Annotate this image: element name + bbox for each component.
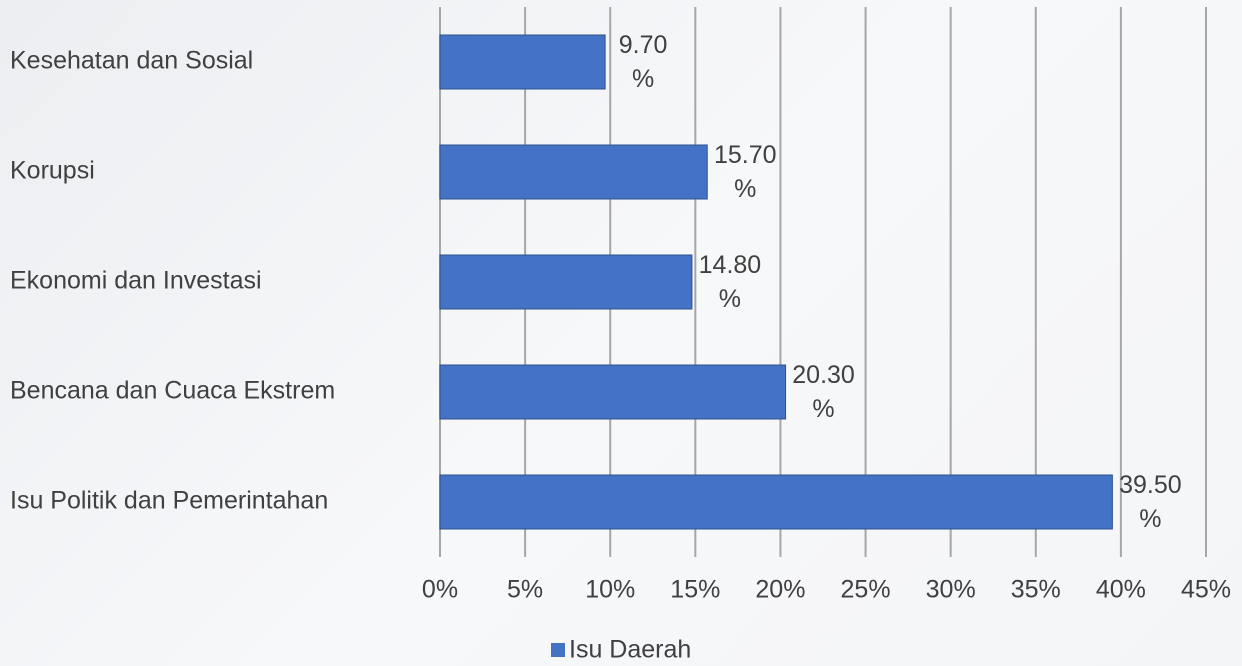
data-label-unit: % <box>632 65 654 93</box>
data-label: 9.70% <box>619 31 668 93</box>
y-tick-label: Ekonomi dan Investasi <box>10 267 262 295</box>
data-label-number: 15.70 <box>714 141 777 169</box>
data-label-number: 20.30 <box>792 361 855 389</box>
y-tick-label: Korupsi <box>10 157 95 185</box>
x-tick-label: 0% <box>422 576 458 604</box>
x-tick-label: 35% <box>1011 576 1061 604</box>
data-label: 20.30% <box>792 361 855 423</box>
data-label: 39.50% <box>1119 471 1182 533</box>
x-tick-label: 25% <box>841 576 891 604</box>
data-label: 14.80% <box>699 251 762 313</box>
data-label-unit: % <box>812 395 834 423</box>
data-label-unit: % <box>1139 505 1161 533</box>
x-tick-label: 20% <box>755 576 805 604</box>
legend-swatch <box>551 643 565 657</box>
x-tick-label: 15% <box>670 576 720 604</box>
x-tick-label: 30% <box>926 576 976 604</box>
bar <box>439 144 708 200</box>
y-tick-label: Bencana dan Cuaca Ekstrem <box>10 377 335 405</box>
x-tick-label: 45% <box>1181 576 1231 604</box>
data-label-number: 14.80 <box>699 251 762 279</box>
data-label-number: 9.70 <box>619 31 668 59</box>
y-tick-label: Kesehatan dan Sosial <box>10 47 253 75</box>
legend-label: Isu Daerah <box>569 636 691 664</box>
bar <box>439 474 1113 530</box>
x-tick-label: 40% <box>1096 576 1146 604</box>
bar <box>439 364 787 420</box>
x-tick-label: 5% <box>507 576 543 604</box>
data-label-unit: % <box>734 175 756 203</box>
data-label-unit: % <box>719 285 741 313</box>
bar <box>439 254 693 310</box>
y-tick-label: Isu Politik dan Pemerintahan <box>10 487 328 515</box>
bar <box>439 34 606 90</box>
data-label: 15.70% <box>714 141 777 203</box>
data-label-number: 39.50 <box>1119 471 1182 499</box>
x-tick-label: 10% <box>585 576 635 604</box>
